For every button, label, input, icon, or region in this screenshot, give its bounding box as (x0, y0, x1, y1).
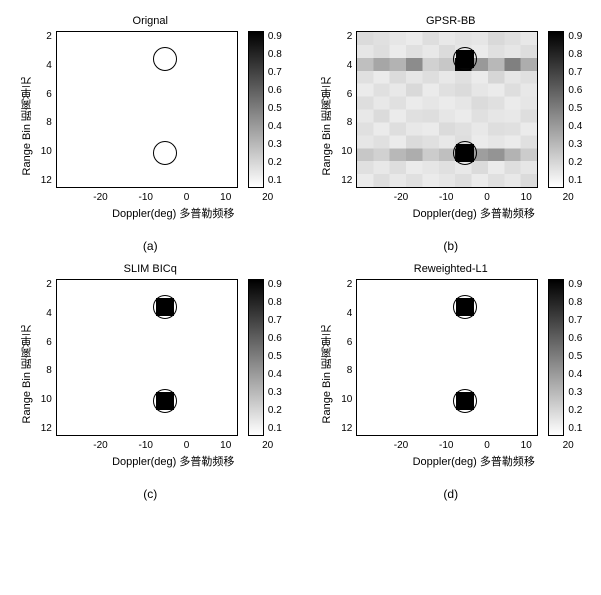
figure-grid: Orignal Range Bin 距离单元 24681012 0.90.80.70.… (0, 0, 601, 516)
target-circle (453, 47, 477, 71)
target-circle (153, 389, 177, 413)
y-ticks: 24681012 (41, 279, 52, 434)
colorbar-ticks: 0.90.80.70.60.50.40.30.20.1 (268, 31, 282, 186)
colorbar (548, 31, 564, 188)
x-axis-label: Doppler(deg) 多普勒频移 (384, 453, 564, 469)
x-ticks: -20-1001020 (394, 192, 574, 203)
y-axis-label: Range Bin 距离单元 (19, 77, 35, 175)
target-circle (453, 295, 477, 319)
x-axis-label: Doppler(deg) 多普勒频移 (83, 453, 263, 469)
y-axis-label: Range Bin 距离单元 (19, 325, 35, 423)
target-circle (453, 141, 477, 165)
y-axis-label: Range Bin 距离单元 (319, 77, 335, 175)
colorbar-ticks: 0.90.80.70.60.50.40.30.20.1 (568, 279, 582, 434)
x-ticks: -20-1001020 (394, 440, 574, 451)
x-ticks: -20-1001020 (93, 192, 273, 203)
target-circle (153, 47, 177, 71)
panel-d: Reweighted-L1 Range Bin 距离单元 24681012 0.90.… (311, 263, 592, 501)
colorbar-ticks: 0.90.80.70.60.50.40.30.20.1 (268, 279, 282, 434)
subplot-label: (c) (143, 487, 157, 501)
y-ticks: 24681012 (341, 31, 352, 186)
colorbar-ticks: 0.90.80.70.60.50.40.30.20.1 (568, 31, 582, 186)
target-circle (453, 389, 477, 413)
target-circle (153, 141, 177, 165)
panel-a: Orignal Range Bin 距离单元 24681012 0.90.80.70.… (10, 15, 291, 253)
subplot-label: (b) (443, 239, 458, 253)
heatmap-plot (56, 31, 238, 188)
panel-c: SLIM BICq Range Bin 距离单元 24681012 0.90.80.7… (10, 263, 291, 501)
y-ticks: 24681012 (41, 31, 52, 186)
heatmap-plot (56, 279, 238, 436)
panel-title: Orignal (133, 15, 168, 27)
y-ticks: 24681012 (341, 279, 352, 434)
panel-title: GPSR-BB (426, 15, 476, 27)
x-axis-label: Doppler(deg) 多普勒频移 (384, 205, 564, 221)
panel-b: GPSR-BB Range Bin 距离单元 24681012 0.90.80.70.… (311, 15, 592, 253)
colorbar (248, 279, 264, 436)
x-ticks: -20-1001020 (93, 440, 273, 451)
y-axis-label: Range Bin 距离单元 (319, 325, 335, 423)
heatmap-plot (356, 279, 538, 436)
panel-title: Reweighted-L1 (414, 263, 488, 275)
heatmap-plot (356, 31, 538, 188)
colorbar (248, 31, 264, 188)
x-axis-label: Doppler(deg) 多普勒频移 (83, 205, 263, 221)
colorbar (548, 279, 564, 436)
subplot-label: (d) (443, 487, 458, 501)
target-circle (153, 295, 177, 319)
subplot-label: (a) (143, 239, 158, 253)
panel-title: SLIM BICq (124, 263, 177, 275)
